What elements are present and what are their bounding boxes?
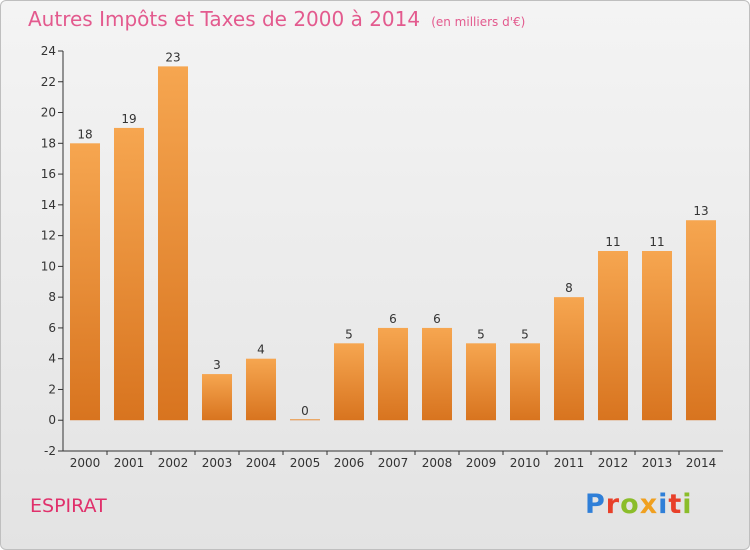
bar-2011: [554, 297, 584, 421]
value-label: 0: [301, 404, 309, 418]
x-tick-label: 2011: [554, 456, 585, 470]
value-label: 6: [389, 312, 397, 326]
value-label: 13: [693, 204, 708, 218]
chart-title: Autres Impôts et Taxes de 2000 à 2014: [28, 7, 421, 31]
y-tick-label: 14: [41, 198, 56, 212]
x-tick-label: 2006: [334, 456, 365, 470]
x-tick-label: 2009: [466, 456, 497, 470]
x-tick-label: 2001: [114, 456, 145, 470]
logo-letter: t: [668, 489, 683, 520]
bar-2005: [290, 419, 320, 421]
value-label: 6: [433, 312, 441, 326]
y-tick-label: 4: [48, 352, 56, 366]
y-tick-label: 10: [41, 259, 56, 273]
y-tick-label: 12: [41, 229, 56, 243]
y-tick-label: 16: [41, 167, 56, 181]
bar-2013: [642, 251, 672, 421]
logo-letter: o: [620, 489, 640, 520]
bars-group: [70, 66, 716, 421]
value-label: 5: [345, 327, 353, 341]
value-label: 11: [649, 235, 664, 249]
y-tick-label: -2: [44, 444, 56, 458]
value-label: 19: [121, 112, 136, 126]
x-tick-label: 2007: [378, 456, 409, 470]
labels-group: 18 2000 19 2001 23 2002 3 2003 4 2004 0 2005 5 2006 6 2…: [70, 50, 717, 470]
value-label: 23: [165, 50, 180, 64]
y-tick-label: 2: [48, 382, 56, 396]
y-tick-label: 24: [41, 44, 56, 58]
value-label: 5: [477, 327, 485, 341]
value-label: 5: [521, 327, 529, 341]
x-tick-label: 2008: [422, 456, 453, 470]
bar-2004: [246, 358, 276, 421]
x-tick-label: 2003: [202, 456, 233, 470]
bar-2006: [334, 343, 364, 421]
proxiti-logo[interactable]: Proxiti: [585, 489, 693, 520]
x-tick-label: 2012: [598, 456, 629, 470]
commune-name: ESPIRAT: [30, 495, 107, 517]
bar-2003: [202, 374, 232, 421]
logo-letter: P: [585, 489, 606, 520]
y-tick-label: 6: [48, 321, 56, 335]
x-tick-label: 2004: [246, 456, 277, 470]
bar-2010: [510, 343, 540, 421]
logo-letter: i: [658, 489, 669, 520]
logo-letter: i: [682, 489, 693, 520]
x-tick-label: 2000: [70, 456, 101, 470]
logo-letter: r: [605, 489, 621, 520]
x-tick-label: 2010: [510, 456, 541, 470]
x-tick-label: 2014: [686, 456, 717, 470]
value-label: 18: [77, 127, 92, 141]
bar-2007: [378, 327, 408, 421]
value-label: 3: [213, 358, 221, 372]
bar-2009: [466, 343, 496, 421]
x-tick-label: 2002: [158, 456, 189, 470]
y-tick-label: 22: [41, 75, 56, 89]
bar-2014: [686, 220, 716, 421]
y-tick-label: 8: [48, 290, 56, 304]
y-tick-label: 20: [41, 106, 56, 120]
y-tick-label: 0: [48, 413, 56, 427]
title-row: Autres Impôts et Taxes de 2000 à 2014 (e…: [28, 7, 525, 31]
value-label: 4: [257, 343, 265, 357]
value-label: 8: [565, 281, 573, 295]
x-tick-label: 2013: [642, 456, 673, 470]
bar-2000: [70, 143, 100, 421]
value-label: 11: [605, 235, 620, 249]
x-tick-label: 2005: [290, 456, 321, 470]
chart-subtitle: (en milliers d'€): [431, 15, 526, 29]
bar-2012: [598, 251, 628, 421]
logo-letter: x: [639, 489, 659, 520]
y-tick-label: 18: [41, 136, 56, 150]
bar-2008: [422, 327, 452, 421]
bar-2002: [158, 66, 188, 421]
bar-2001: [114, 127, 144, 421]
